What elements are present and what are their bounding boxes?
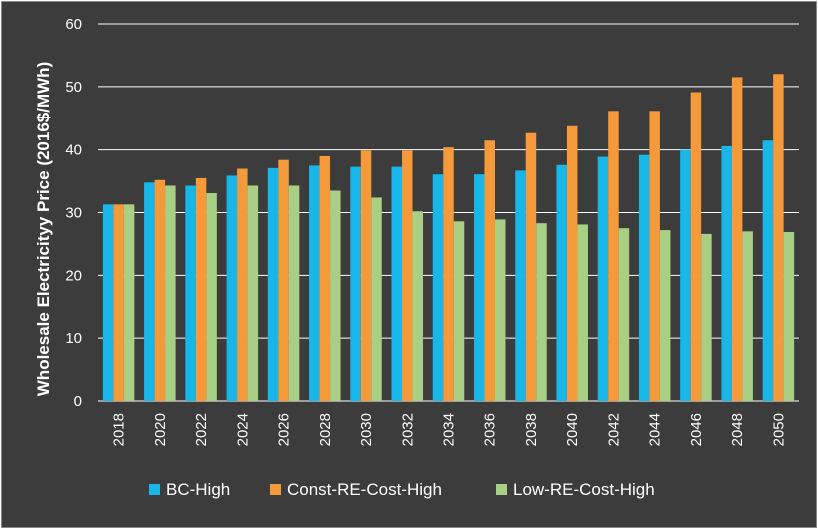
bar-Const-RE-Cost-High-2044 <box>649 111 660 402</box>
legend: BC-High Const-RE-Cost-High Low-RE-Cost-Hig… <box>149 480 655 499</box>
bar-Low-RE-Cost-High-2050 <box>783 231 795 401</box>
bar-Const-RE-Cost-High-2026 <box>278 159 289 401</box>
y-tick-label: 20 <box>65 267 82 284</box>
y-tick-label: 0 <box>74 393 82 410</box>
bar-BC-High-2020 <box>144 182 155 401</box>
y-tick-label: 10 <box>65 330 82 347</box>
x-tick-label: 2034 <box>441 413 458 446</box>
bar-Low-RE-Cost-High-2026 <box>288 185 300 401</box>
bar-Low-RE-Cost-High-2018 <box>123 204 135 401</box>
bar-Low-RE-Cost-High-2038 <box>536 223 547 401</box>
legend-label: Const-RE-Cost-High <box>287 480 442 499</box>
bar-BC-High-2038 <box>515 170 526 401</box>
x-tick-label: 2044 <box>647 413 664 446</box>
bar-Const-RE-Cost-High-2030 <box>360 150 372 401</box>
y-tick-label: 40 <box>65 142 82 159</box>
bar-Const-RE-Cost-High-2050 <box>773 74 784 402</box>
x-tick-label: 2050 <box>770 413 787 446</box>
x-tick-label: 2028 <box>317 413 334 446</box>
bar-BC-High-2050 <box>762 140 774 401</box>
x-tick-label: 2046 <box>688 413 705 446</box>
x-tick-label: 2018 <box>111 413 128 446</box>
x-tick-label: 2022 <box>193 413 210 446</box>
bar-Const-RE-Cost-High-2022 <box>195 177 207 401</box>
legend-label: Low-RE-Cost-High <box>513 480 655 499</box>
bar-Const-RE-Cost-High-2024 <box>237 168 248 401</box>
bar-BC-High-2030 <box>350 166 361 401</box>
bar-BC-High-2036 <box>473 174 485 401</box>
bar-Low-RE-Cost-High-2048 <box>742 231 753 401</box>
y-tick-label: 50 <box>65 79 82 96</box>
x-tick-label: 2030 <box>358 413 375 446</box>
bar-BC-High-2022 <box>185 185 196 401</box>
bar-Low-RE-Cost-High-2042 <box>618 228 630 401</box>
bar-Const-RE-Cost-High-2020 <box>154 179 166 401</box>
x-tick-label: 2020 <box>152 413 169 446</box>
bar-Const-RE-Cost-High-2036 <box>484 140 495 401</box>
x-tick-label: 2036 <box>482 413 499 446</box>
y-axis-ticks: 0 10 20 30 40 50 60 <box>65 16 82 410</box>
bar-Low-RE-Cost-High-2044 <box>659 230 671 401</box>
x-axis-ticks: 2018 2020 2022 2024 2026 2028 2030 2032 2034 2036… <box>111 413 788 446</box>
bar-Low-RE-Cost-High-2028 <box>330 190 341 401</box>
bar-Const-RE-Cost-High-2018 <box>113 204 124 401</box>
bar-Low-RE-Cost-High-2036 <box>494 219 506 401</box>
y-axis-label: Wholesale Electricityy Price (2016$/MWh) <box>34 62 53 396</box>
bar-Const-RE-Cost-High-2038 <box>525 132 537 401</box>
x-tick-label: 2042 <box>605 413 622 446</box>
x-tick-label: 2026 <box>276 413 293 446</box>
bar-BC-High-2042 <box>597 156 609 401</box>
bar-Low-RE-Cost-High-2040 <box>577 224 588 401</box>
bar-BC-High-2048 <box>721 145 732 401</box>
y-tick-label: 30 <box>65 205 82 222</box>
x-tick-label: 2038 <box>523 413 540 446</box>
bar-Low-RE-Cost-High-2020 <box>165 185 176 401</box>
x-tick-label: 2032 <box>399 413 416 446</box>
bars <box>102 74 795 402</box>
bar-Low-RE-Cost-High-2022 <box>206 193 217 401</box>
bar-Low-RE-Cost-High-2024 <box>247 185 259 401</box>
bar-BC-High-2046 <box>680 149 691 401</box>
bar-Low-RE-Cost-High-2030 <box>371 197 382 401</box>
bar-Const-RE-Cost-High-2040 <box>566 125 578 401</box>
bar-BC-High-2040 <box>556 164 567 401</box>
x-tick-label: 2048 <box>729 413 746 446</box>
x-tick-label: 2024 <box>234 413 251 446</box>
bar-BC-High-2044 <box>638 154 650 401</box>
y-tick-label: 60 <box>65 16 82 33</box>
bar-Low-RE-Cost-High-2034 <box>453 221 465 401</box>
legend-swatch-Low-RE-Cost-High <box>496 484 507 495</box>
bar-BC-High-2018 <box>102 204 114 401</box>
bar-Const-RE-Cost-High-2042 <box>608 111 619 402</box>
bar-BC-High-2034 <box>432 174 444 401</box>
bar-Low-RE-Cost-High-2046 <box>701 233 712 401</box>
bar-BC-High-2028 <box>309 165 320 401</box>
bar-BC-High-2032 <box>391 166 403 401</box>
bar-BC-High-2024 <box>226 175 238 401</box>
bar-Low-RE-Cost-High-2032 <box>412 211 424 401</box>
bar-Const-RE-Cost-High-2034 <box>443 147 454 401</box>
legend-swatch-BC-High <box>149 484 160 495</box>
bar-Const-RE-Cost-High-2046 <box>690 92 702 401</box>
bar-Const-RE-Cost-High-2028 <box>319 155 331 401</box>
legend-swatch-Const-RE-Cost-High <box>270 484 281 495</box>
bar-BC-High-2026 <box>267 167 279 401</box>
x-tick-label: 2040 <box>564 413 581 446</box>
bar-Const-RE-Cost-High-2048 <box>731 77 743 402</box>
legend-label: BC-High <box>166 480 230 499</box>
bar-Const-RE-Cost-High-2032 <box>402 150 413 401</box>
